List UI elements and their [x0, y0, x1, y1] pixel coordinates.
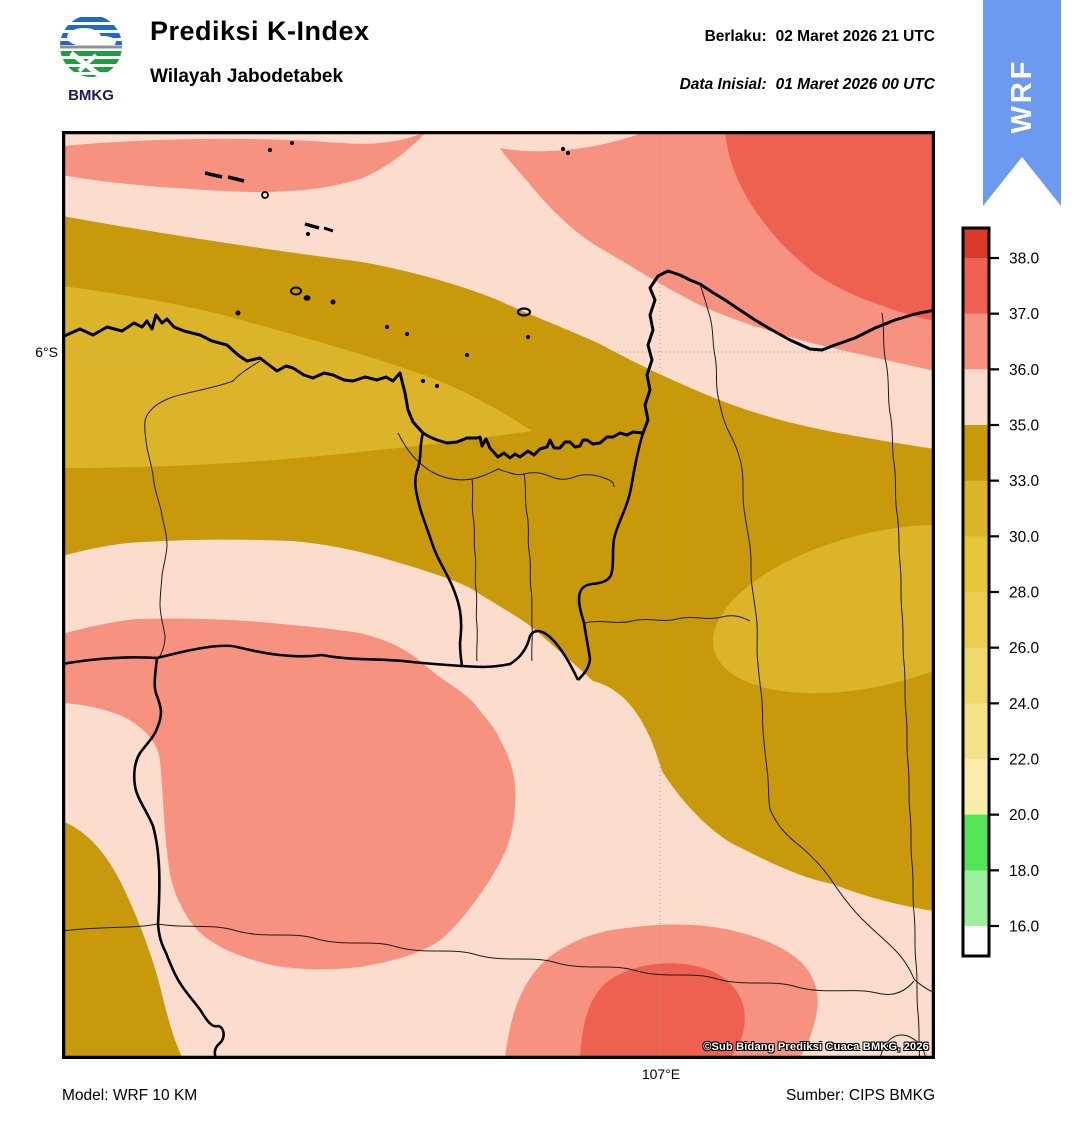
- contour-region-37-38: [725, 131, 935, 321]
- initial-data-value: 01 Maret 2026 00 UTC: [775, 76, 935, 93]
- page-title: Prediksi K-Index: [150, 16, 370, 46]
- colorbar-segment: [964, 814, 988, 871]
- colorbar-tick-label: 28.0: [1009, 585, 1040, 602]
- colorbar-segment: [964, 258, 988, 315]
- colorbar-tick-label: 20.0: [1009, 807, 1040, 824]
- colorbar-segment: [964, 926, 988, 956]
- valid-time-value: 02 Maret 2026 21 UTC: [775, 28, 935, 45]
- coastline: [62, 269, 935, 460]
- colorbar-tick-label: 26.0: [1009, 640, 1040, 657]
- colorbar-segment: [964, 759, 988, 816]
- colorbar-tick-label: 33.0: [1009, 473, 1040, 490]
- colorbar-segment: [964, 480, 988, 537]
- initial-data-time: Data Inisial: 01 Maret 2026 00 UTC: [680, 76, 935, 94]
- contour-region-36-37: [62, 131, 427, 192]
- colorbar-tick-label: 35.0: [1009, 418, 1040, 435]
- ribbon-label: WRF: [1006, 58, 1038, 133]
- ribbon-banner-shape: [983, 0, 1061, 206]
- colorbar-segment: [964, 229, 988, 259]
- colorbar-tick-label: 16.0: [1009, 919, 1040, 936]
- map-frame: [62, 131, 935, 1059]
- valid-time: Berlaku: 02 Maret 2026 21 UTC: [705, 28, 935, 46]
- contour-region-37-38: [580, 963, 745, 1059]
- colorbar-segment: [964, 536, 988, 593]
- colorbar-segment: [964, 592, 988, 649]
- bmkg-logo: BMKG: [60, 15, 122, 104]
- colorbar-segment: [964, 703, 988, 760]
- admin-boundaries-thin: [62, 283, 935, 1059]
- colorbar-tick-label: 30.0: [1009, 529, 1040, 546]
- forecast-map: ©Sub Bidang Prediksi Cuaca BMKG, 2026: [62, 131, 935, 1059]
- map-copyright: ©Sub Bidang Prediksi Cuaca BMKG, 2026: [703, 1041, 929, 1053]
- initial-data-label: Data Inisial:: [679, 76, 767, 93]
- page-subtitle: Wilayah Jabodetabek: [150, 66, 344, 87]
- source-info: Sumber: CIPS BMKG: [785, 1087, 935, 1104]
- contour-region-36-37: [62, 618, 516, 970]
- colorbar-tick-label: 38.0: [1009, 251, 1040, 268]
- kindex-contour-map: [62, 131, 935, 1059]
- admin-boundaries-thick: [62, 432, 645, 1059]
- graticule-gridlines: [62, 131, 935, 1059]
- longitude-axis-label: 107°E: [641, 1066, 681, 1082]
- model-info: Model: WRF 10 KM: [62, 1087, 198, 1104]
- model-ribbon: WRF: [983, 0, 1061, 206]
- colorbar-tick-label: 22.0: [1009, 752, 1040, 769]
- bmkg-logo-globe: [60, 15, 122, 77]
- colorbar-segment: [964, 313, 988, 370]
- bmkg-logo-label: BMKG: [68, 87, 114, 104]
- contour-region-30-33: [712, 524, 935, 694]
- colorbar-tick-label: 18.0: [1009, 863, 1040, 880]
- colorbar-segment: [964, 870, 988, 927]
- colorbar-ticks: [989, 256, 999, 928]
- contour-fills: [62, 131, 935, 1059]
- valid-time-label: Berlaku:: [704, 28, 767, 45]
- contour-region-33-35: [62, 821, 183, 1059]
- colorbar-segment: [964, 647, 988, 704]
- colorbar-segment: [964, 425, 988, 482]
- kindex-colorbar: 38.0 37.0 36.0 35.0 33.0 30.0 28.0 26.0 24.0 22.0…: [961, 226, 1040, 958]
- colorbar-tick-label: 37.0: [1009, 306, 1040, 323]
- colorbar-segments: [964, 229, 988, 956]
- colorbar-tick-label: 36.0: [1009, 362, 1040, 379]
- latitude-axis-label: 6°S: [35, 344, 58, 360]
- colorbar-segment: [964, 369, 988, 426]
- colorbar-tick-labels: 38.0 37.0 36.0 35.0 33.0 30.0 28.0 26.0 24.0 22.0…: [1009, 251, 1040, 936]
- colorbar-tick-label: 24.0: [1009, 696, 1040, 713]
- islands: [204, 140, 571, 389]
